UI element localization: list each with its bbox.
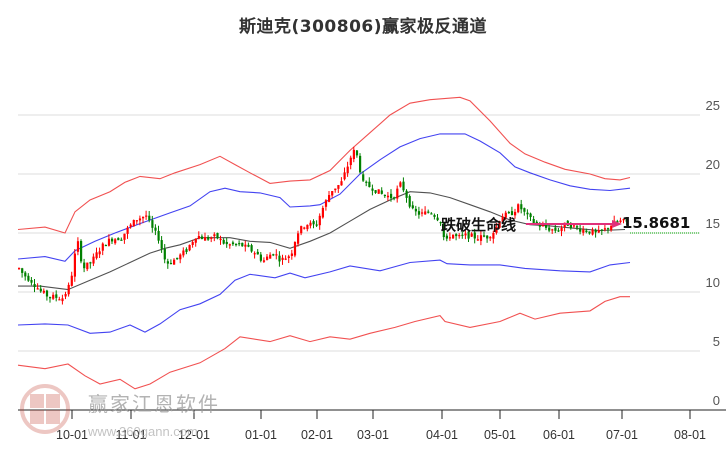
watermark-brand: 赢家江恩软件	[88, 392, 220, 416]
x-tick-label: 11-01	[115, 428, 147, 442]
y-tick-label: 15	[705, 216, 720, 231]
y-tick-label: 25	[705, 98, 720, 113]
candlesticks	[18, 146, 628, 305]
y-tick-label: 0	[712, 393, 720, 408]
x-tick-label: 05-01	[484, 428, 516, 442]
watermark-url: www.360gann.com	[88, 424, 198, 439]
x-tick-label: 02-01	[301, 428, 333, 442]
x-tick-label: 10-01	[56, 428, 88, 442]
y-tick-label: 5	[712, 334, 720, 349]
x-tick-label: 03-01	[357, 428, 389, 442]
x-tick-label: 07-01	[606, 428, 638, 442]
annotation-value: 15.8681	[622, 214, 691, 232]
y-tick-label: 10	[705, 275, 720, 290]
x-axis	[18, 409, 726, 419]
annotation-arrow	[526, 220, 622, 228]
chart-title: 斯迪克(300806)赢家极反通道	[238, 17, 487, 37]
annotation-label: 跌破生命线	[441, 216, 517, 234]
x-tick-label: 12-01	[178, 428, 210, 442]
x-tick-label: 08-01	[674, 428, 706, 442]
x-tick-label: 01-01	[245, 428, 277, 442]
watermark-logo	[20, 384, 70, 434]
gridlines	[18, 114, 700, 352]
channel-bands	[17, 96, 631, 390]
x-tick-label: 06-01	[543, 428, 575, 442]
x-tick-label: 04-01	[426, 428, 458, 442]
y-tick-label: 20	[705, 157, 720, 172]
